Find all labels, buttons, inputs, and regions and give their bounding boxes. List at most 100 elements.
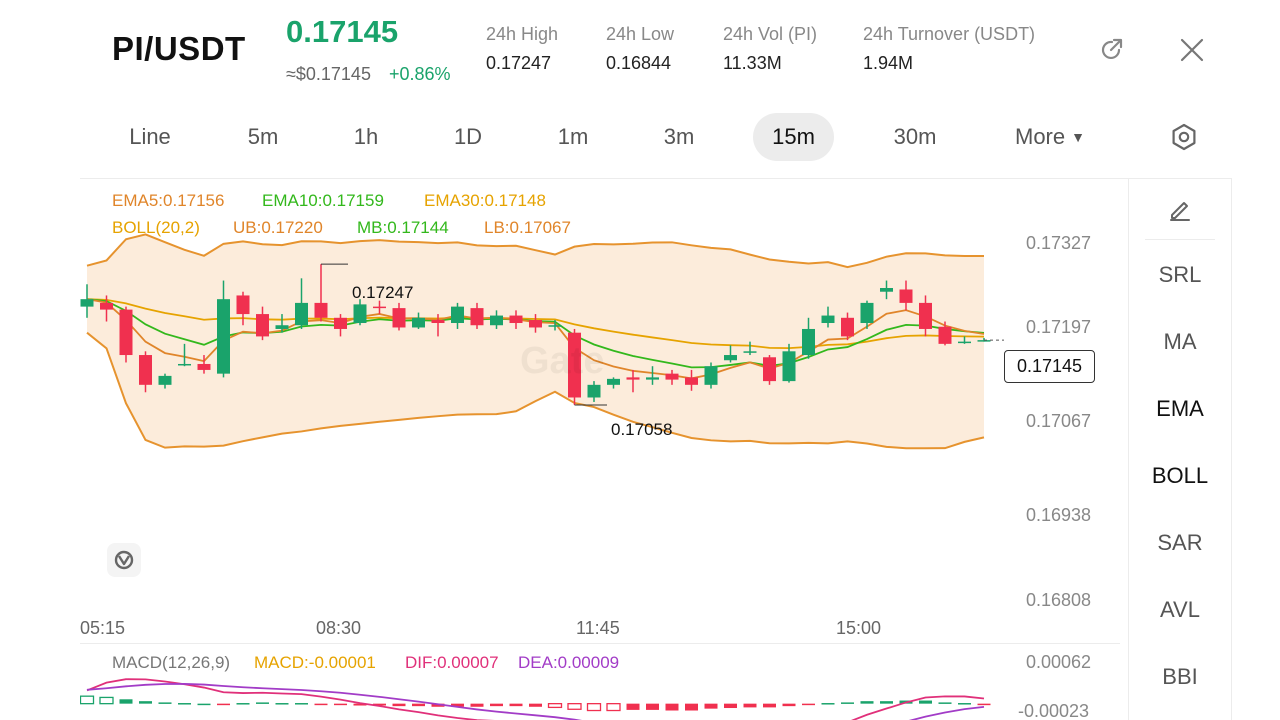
candle-body xyxy=(256,314,269,337)
macd-bar xyxy=(392,703,406,707)
high-annotation: 0.17247 xyxy=(352,283,414,302)
macd-bar xyxy=(860,701,874,704)
tradingview-logo-icon[interactable] xyxy=(107,543,141,577)
price-change: +0.86% xyxy=(389,64,451,84)
stat-label: 24h Low xyxy=(606,24,675,44)
tab-15m[interactable]: 15m xyxy=(753,113,834,161)
tab-5m[interactable]: 5m xyxy=(247,124,279,149)
macd-bar xyxy=(470,703,484,707)
candle-body xyxy=(373,306,386,309)
current-price-tag: 0.17145 xyxy=(1004,350,1095,383)
macd-bar xyxy=(197,703,211,706)
x-axis-label: 11:45 xyxy=(576,618,620,638)
x-axis-label: 05:15 xyxy=(80,618,126,638)
settings-icon[interactable] xyxy=(1169,122,1199,152)
macd-bar xyxy=(256,702,269,704)
caret-down-icon: ▼ xyxy=(1071,129,1085,145)
macd-dea-line xyxy=(86,683,985,720)
candle-body xyxy=(431,320,445,324)
tab-line[interactable]: Line xyxy=(129,124,171,149)
macd-bar xyxy=(529,703,542,707)
tab-1d[interactable]: 1D xyxy=(453,124,483,149)
macd-bar xyxy=(178,703,191,705)
candle-body xyxy=(743,351,757,353)
tab-more-label: More xyxy=(1015,124,1066,149)
sidebar-item-ma[interactable]: MA xyxy=(1163,329,1197,354)
chart-area[interactable] xyxy=(80,178,1128,720)
tab-1h[interactable]: 1h xyxy=(353,124,379,149)
y-axis-label: 0.16808 xyxy=(1026,590,1092,610)
macd-bar xyxy=(724,703,737,709)
macd-bar xyxy=(743,703,757,708)
candle-body xyxy=(139,355,152,385)
candle-body xyxy=(529,320,542,328)
ema30-label: EMA30:0.17148 xyxy=(424,191,546,210)
macd-bar xyxy=(586,703,602,712)
macd-bar xyxy=(880,701,893,704)
candle-body xyxy=(568,332,581,398)
macd-divider xyxy=(80,643,1120,644)
sidebar-item-srl[interactable]: SRL xyxy=(1158,262,1202,287)
candle-body xyxy=(80,299,94,307)
candle-body xyxy=(119,309,133,356)
tab-30m[interactable]: 30m xyxy=(893,124,937,149)
sidebar-item-bbi[interactable]: BBI xyxy=(1162,664,1198,689)
macd-axis-label: -0.00023 xyxy=(1018,701,1090,720)
sidebar-item-avl[interactable]: AVL xyxy=(1160,597,1200,622)
sidebar-item-boll[interactable]: BOLL xyxy=(1151,463,1209,488)
boll-band-fill xyxy=(87,234,984,449)
boll-upper-line xyxy=(86,233,985,269)
macd-bar xyxy=(412,703,425,707)
draw-pencil-icon[interactable] xyxy=(1129,195,1231,229)
candle-body xyxy=(626,377,640,380)
macd-bar xyxy=(977,703,991,706)
share-icon[interactable] xyxy=(1097,35,1127,65)
candle-body xyxy=(509,315,523,324)
candle-body xyxy=(451,306,464,324)
candle-body xyxy=(217,299,230,374)
candle-body xyxy=(236,295,250,315)
macd-bar xyxy=(665,703,679,711)
tab-3m[interactable]: 3m xyxy=(663,124,695,149)
candle-body xyxy=(646,377,659,380)
candle-body xyxy=(841,317,854,337)
sidebar-item-sar[interactable]: SAR xyxy=(1157,530,1203,555)
close-icon[interactable] xyxy=(1177,35,1207,65)
watermark-logo: Gate xyxy=(520,340,605,382)
y-axis-label: 0.17197 xyxy=(1026,317,1092,337)
candle-body xyxy=(587,384,601,398)
boll-mb-label: MB:0.17144 xyxy=(357,218,449,237)
candle-body xyxy=(353,304,367,324)
macd-bar xyxy=(314,703,328,706)
macd-bar xyxy=(275,703,289,705)
boll-lower-line xyxy=(86,331,985,450)
tab-more[interactable]: More ▼ xyxy=(1000,113,1100,161)
sidebar-divider xyxy=(1145,239,1215,240)
macd-bar xyxy=(606,703,621,712)
stat-label: 24h High xyxy=(486,24,559,44)
candle-body xyxy=(314,302,328,318)
candle-body xyxy=(665,373,679,380)
stat-value: 1.94M xyxy=(863,53,914,73)
candle-body xyxy=(548,325,562,327)
stat-value: 11.33M xyxy=(723,53,782,73)
candle-body xyxy=(197,363,211,370)
macd-bar xyxy=(821,703,835,705)
macd-bar xyxy=(490,703,503,707)
x-axis-label: 08:30 xyxy=(316,618,362,638)
macd-bar xyxy=(763,703,776,708)
macd-bar xyxy=(646,703,659,710)
macd-bar xyxy=(958,703,971,705)
macd-bar xyxy=(567,703,582,710)
macd-bar xyxy=(685,703,698,711)
macd-bar xyxy=(626,703,640,710)
macd-dea: DEA:0.00009 xyxy=(518,653,620,672)
sidebar-item-ema[interactable]: EMA xyxy=(1156,396,1204,421)
macd-bar xyxy=(782,703,796,707)
tab-1m[interactable]: 1m xyxy=(557,124,589,149)
macd-value: MACD:-0.00001 xyxy=(254,653,376,672)
macd-bar xyxy=(158,702,172,704)
stat-24h-low: 24h Low 0.16844 xyxy=(606,24,674,74)
macd-bar xyxy=(99,696,114,705)
